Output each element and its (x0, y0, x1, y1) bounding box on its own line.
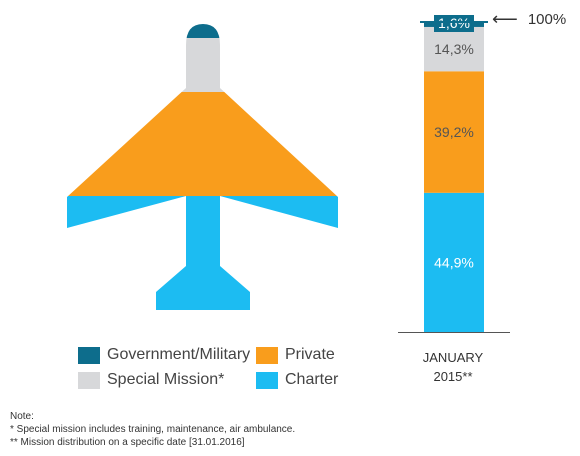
legend-swatch-charter (256, 371, 278, 389)
note-date: ** Mission distribution on a specific da… (10, 437, 245, 448)
total-annotation-label: 100% (527, 11, 567, 28)
total-annotation: ⟵ 100% (492, 9, 567, 29)
note-special-mission: * Special mission includes training, mai… (10, 424, 296, 435)
legend-label-private: Private (285, 346, 335, 363)
bar-segment-special-mission (424, 26, 484, 72)
data-label-special-mission: 14,3% (434, 41, 474, 57)
x-tick-label: JANUARY 2015** (393, 348, 513, 386)
legend-item-government: Government/Military (78, 346, 250, 364)
bar-segment-charter (424, 192, 484, 332)
legend-swatch-private (256, 346, 278, 364)
stacked-bar-chart: 44,9%39,2%14,3%1,6% (398, 15, 510, 333)
data-label-bg-government-military (434, 15, 474, 32)
legend-label-special: Special Mission* (107, 371, 225, 388)
x-tick-label-line1: JANUARY (422, 350, 484, 365)
legend-label-government: Government/Military (107, 346, 251, 363)
legend-label-charter: Charter (285, 371, 339, 388)
left-arrow-icon: ⟵ (492, 9, 518, 29)
legend-item-special: Special Mission* (78, 371, 224, 389)
airplane-illustration (67, 24, 338, 310)
bar-segment-private (424, 71, 484, 193)
notes-heading: Note: (10, 411, 34, 422)
legend-item-private: Private (256, 346, 335, 364)
legend-item-charter: Charter (256, 371, 338, 389)
legend-swatch-government (78, 346, 100, 364)
legend-swatch-special (78, 371, 100, 389)
x-tick-label-line2: 2015** (433, 369, 473, 384)
data-label-charter: 44,9% (434, 254, 474, 270)
footnotes: Note: * Special mission includes trainin… (10, 410, 295, 449)
data-label-private: 39,2% (434, 124, 474, 140)
